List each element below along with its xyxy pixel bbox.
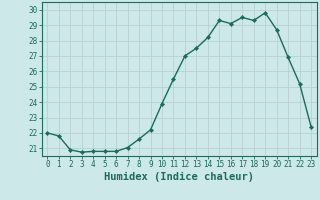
X-axis label: Humidex (Indice chaleur): Humidex (Indice chaleur): [104, 172, 254, 182]
